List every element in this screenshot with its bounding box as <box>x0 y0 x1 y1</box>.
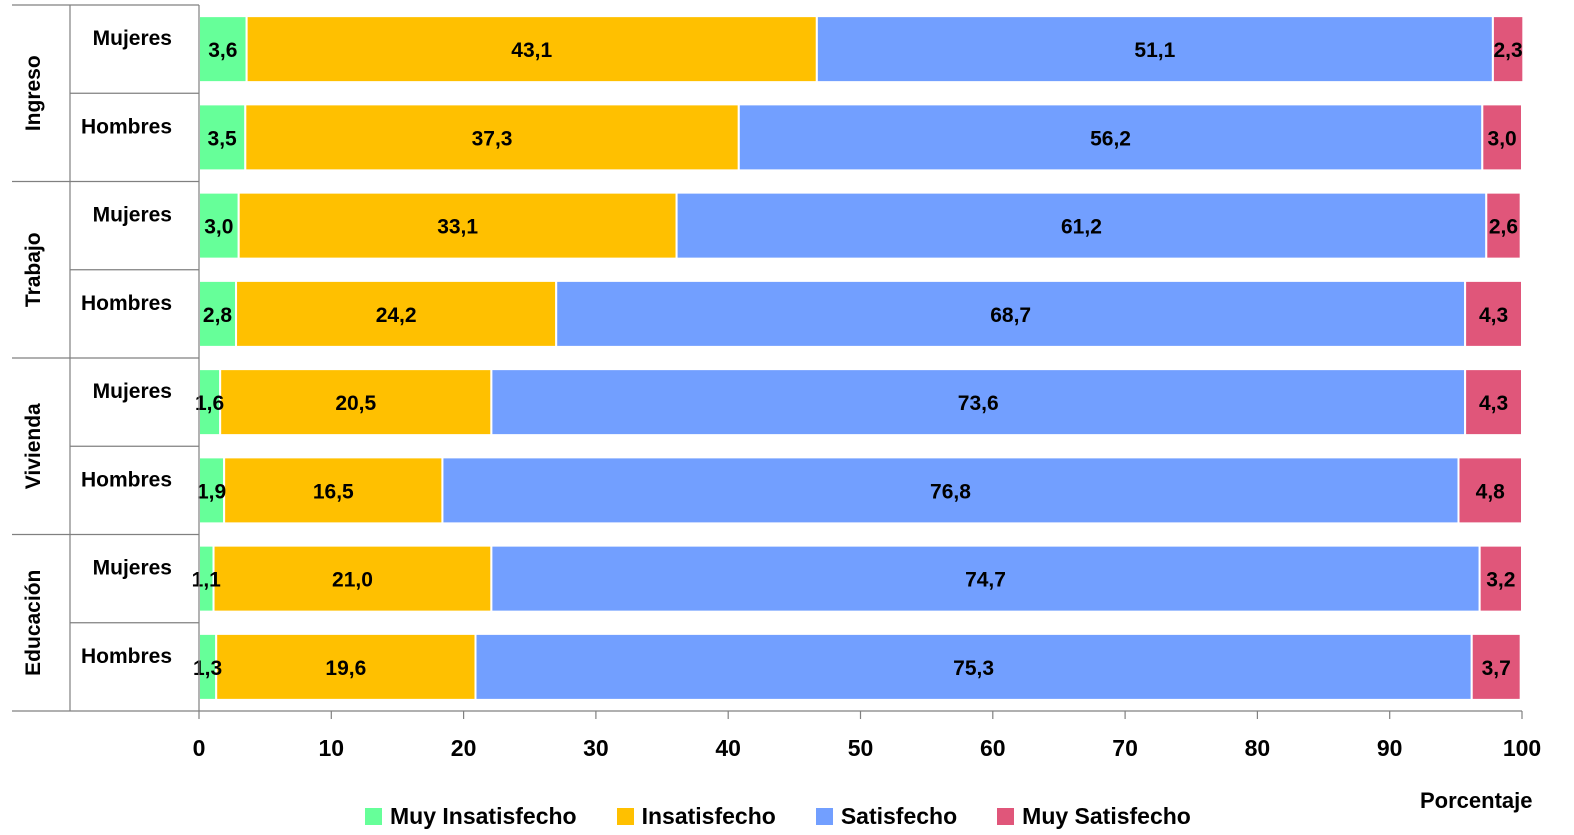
bar-segment <box>1485 191 1522 260</box>
legend-item: Satisfecho <box>815 802 958 830</box>
bar-segment <box>737 103 1484 172</box>
data-label: 2,8 <box>203 304 233 327</box>
data-label: 4,3 <box>1479 392 1508 415</box>
group-label: Ingreso <box>22 55 45 131</box>
bar-segment <box>1464 368 1523 437</box>
legend-label: Satisfecho <box>840 802 958 829</box>
bar-segment <box>198 103 247 172</box>
x-tick-label: 60 <box>980 735 1006 761</box>
bar-segment <box>1457 456 1523 525</box>
bar-segment <box>235 279 558 348</box>
row-label: Mujeres <box>93 557 172 580</box>
data-label: 56,2 <box>1090 127 1131 150</box>
bar-segment <box>223 456 444 525</box>
x-axis-title: Porcentaje <box>1420 788 1533 813</box>
data-label: 76,8 <box>930 480 971 503</box>
row-label: Hombres <box>81 292 172 315</box>
legend-item: Insatisfecho <box>616 802 776 830</box>
data-label: 21,0 <box>332 569 373 592</box>
bar-segment <box>815 15 1494 84</box>
data-label: 19,6 <box>325 657 366 680</box>
bar-segment <box>215 632 477 701</box>
x-tick-label: 20 <box>451 735 477 761</box>
legend-swatch <box>616 807 634 825</box>
x-tick-label: 50 <box>848 735 874 761</box>
x-tick-label: 10 <box>319 735 345 761</box>
row-label: Hombres <box>81 115 172 138</box>
legend-swatch <box>365 807 382 825</box>
data-label: 4,3 <box>1479 304 1508 327</box>
row-label: Hombres <box>81 468 172 491</box>
data-label: 4,8 <box>1476 480 1506 503</box>
data-label: 20,5 <box>335 392 376 415</box>
data-label: 74,7 <box>965 569 1006 592</box>
data-label: 16,5 <box>313 480 354 503</box>
legend-label: Insatisfecho <box>641 802 776 829</box>
data-label: 75,3 <box>953 657 994 680</box>
data-label: 3,0 <box>204 216 233 239</box>
bar-segment <box>1481 103 1524 172</box>
bar-segment <box>474 632 1473 701</box>
data-label: 1,3 <box>193 657 222 680</box>
row-label: Mujeres <box>93 204 172 227</box>
data-label: 51,1 <box>1134 39 1175 62</box>
bar-segment <box>1491 15 1525 84</box>
row-label: Hombres <box>81 645 172 668</box>
data-label: 68,7 <box>990 304 1031 327</box>
legend-label: Muy Insatisfecho <box>390 802 577 829</box>
legend-label: Muy Satisfecho <box>1022 802 1191 829</box>
data-label: 3,5 <box>208 127 238 150</box>
data-label: 43,1 <box>511 39 552 62</box>
bar-segment <box>245 15 818 84</box>
x-tick-label: 70 <box>1112 735 1138 761</box>
data-label: 33,1 <box>437 216 478 239</box>
row-label: Mujeres <box>93 27 172 50</box>
data-label: 3,0 <box>1488 127 1517 150</box>
group-label: Vivienda <box>22 403 45 489</box>
x-tick-label: 90 <box>1377 735 1403 761</box>
bar-segment <box>1478 544 1523 613</box>
bar-segment <box>212 544 493 613</box>
data-label: 73,6 <box>958 392 999 415</box>
data-label: 24,2 <box>376 304 417 327</box>
bar-segment <box>441 456 1460 525</box>
bar-segment <box>1470 632 1522 701</box>
legend-swatch <box>815 807 833 825</box>
bar-segment <box>237 191 678 260</box>
legend-item: Muy Satisfecho <box>997 803 1191 830</box>
data-label: 1,9 <box>197 480 226 503</box>
x-tick-label: 100 <box>1503 735 1541 761</box>
bar-segment <box>244 103 740 172</box>
x-tick-label: 40 <box>715 735 741 761</box>
group-label: Trabajo <box>22 232 45 307</box>
data-label: 3,7 <box>1482 657 1511 680</box>
group-label: Educación <box>22 570 45 676</box>
x-tick-label: 0 <box>193 735 206 761</box>
legend-item: Muy Insatisfecho <box>365 803 577 830</box>
data-label: 2,3 <box>1494 39 1523 62</box>
data-label: 1,1 <box>192 569 222 592</box>
legend: Muy Insatisfecho Insatisfecho Satisfecho Mu… <box>365 800 1231 832</box>
data-label: 37,3 <box>472 127 513 150</box>
bar-segment <box>198 279 238 348</box>
row-label: Mujeres <box>93 380 172 403</box>
bar-segment <box>219 368 493 437</box>
x-tick-label: 80 <box>1245 735 1271 761</box>
data-label: 1,6 <box>195 392 224 415</box>
data-label: 61,2 <box>1061 216 1102 239</box>
bar-segment <box>490 368 1467 437</box>
data-label: 2,6 <box>1489 216 1518 239</box>
data-label: 3,6 <box>208 39 237 62</box>
bar-segment <box>1464 279 1523 348</box>
data-label: 3,2 <box>1486 569 1515 592</box>
legend-swatch <box>997 807 1015 825</box>
x-tick-label: 30 <box>583 735 609 761</box>
